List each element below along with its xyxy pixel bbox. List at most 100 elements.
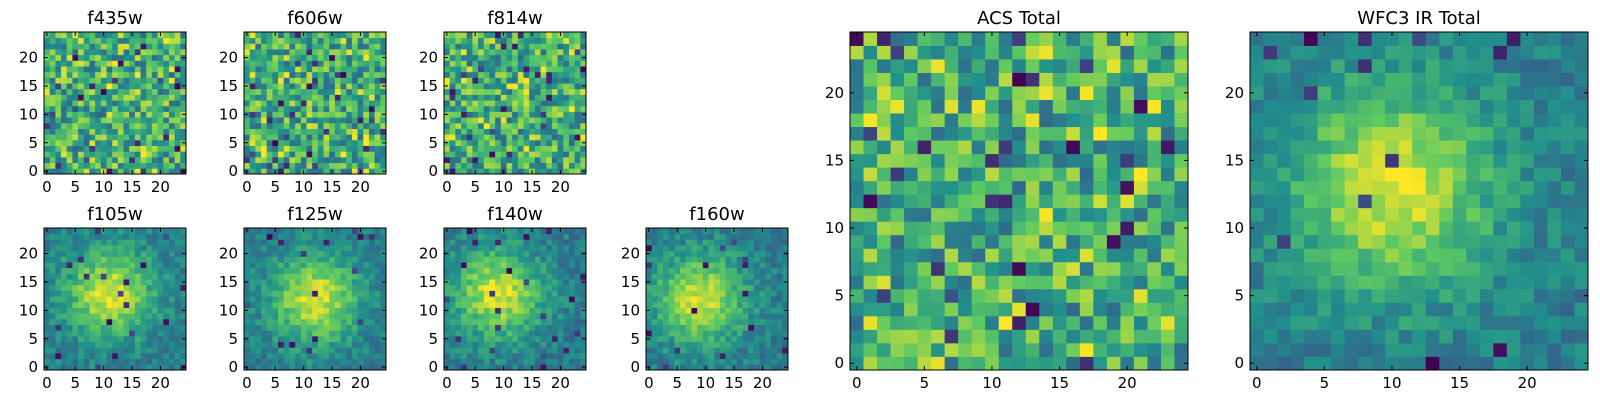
heatmap-cell — [272, 54, 279, 61]
heatmap-cell — [523, 284, 530, 291]
heatmap-cell — [157, 290, 164, 297]
heatmap-cell — [329, 105, 336, 112]
heatmap-cell — [157, 262, 164, 269]
heatmap-cell — [163, 32, 170, 39]
heatmap-cell — [506, 54, 513, 61]
heatmap-cell — [249, 168, 256, 175]
heatmap-cell — [674, 273, 681, 280]
heatmap-cell — [249, 358, 256, 365]
heatmap-cell — [461, 324, 468, 331]
heatmap-cell — [255, 307, 262, 314]
heatmap-cell — [357, 54, 364, 61]
heatmap-cell — [534, 49, 541, 56]
heatmap-cell — [289, 307, 296, 314]
heatmap-cell — [444, 156, 451, 164]
heatmap-cell — [306, 128, 313, 135]
heatmap-cell — [83, 347, 90, 354]
heatmap-cell — [317, 88, 324, 95]
heatmap-cell — [574, 364, 581, 371]
heatmap-cell — [374, 279, 381, 286]
heatmap-cell — [557, 347, 564, 354]
heatmap-cell — [580, 122, 587, 129]
heatmap-cell — [1066, 207, 1081, 222]
heatmap-cell — [78, 151, 85, 158]
heatmap-cell — [323, 245, 330, 252]
heatmap-cell — [483, 262, 490, 269]
heatmap-cell — [112, 94, 119, 101]
heatmap-cell — [368, 296, 376, 303]
heatmap-cell — [546, 60, 553, 67]
heatmap-cell — [123, 32, 130, 39]
heatmap-cell — [295, 37, 302, 44]
heatmap-cell — [748, 352, 755, 360]
heatmap-cell — [380, 330, 387, 337]
heatmap-cell — [95, 330, 102, 337]
heatmap-cell — [134, 267, 141, 274]
heatmap-cell — [529, 100, 536, 107]
heatmap-cell — [317, 364, 324, 371]
heatmap-cell — [1160, 194, 1175, 209]
heatmap-cell — [708, 267, 715, 274]
heatmap-cell — [295, 105, 302, 112]
heatmap-cell — [95, 71, 102, 78]
heatmap-cell — [357, 245, 364, 252]
heatmap-cell — [289, 364, 296, 371]
heatmap-cell — [714, 262, 721, 269]
heatmap-cell — [100, 290, 107, 297]
heatmap-cell — [95, 262, 102, 269]
heatmap-cell — [478, 54, 485, 61]
heatmap-cell — [944, 221, 959, 236]
heatmap-cell — [100, 279, 107, 286]
heatmap-cell — [568, 37, 576, 44]
heatmap-cell — [500, 156, 507, 164]
heatmap-cell — [380, 145, 387, 152]
heatmap-cell — [1133, 261, 1148, 276]
heatmap-cell — [466, 245, 473, 252]
heatmap-cell — [340, 335, 347, 342]
heatmap-cell — [266, 168, 273, 175]
heatmap-cell — [748, 313, 755, 320]
heatmap-cell — [289, 341, 296, 348]
heatmap-cell — [357, 139, 364, 146]
heatmap-cell — [1106, 342, 1121, 357]
heatmap-cell — [134, 156, 141, 164]
heatmap-cell — [483, 364, 490, 371]
y-tick-label: 10 — [219, 105, 238, 123]
heatmap-cell — [517, 267, 524, 274]
heatmap-cell — [123, 88, 130, 95]
heatmap-cell — [278, 66, 285, 73]
heatmap-cell — [249, 151, 256, 158]
heatmap-cell — [89, 111, 96, 118]
heatmap-cell — [61, 134, 68, 141]
heatmap-cell — [500, 111, 507, 118]
heatmap-cell — [244, 66, 251, 73]
heatmap-cell — [483, 117, 490, 124]
heatmap-cell — [374, 128, 381, 135]
heatmap-cell — [500, 352, 507, 360]
heatmap-cell — [708, 239, 715, 246]
heatmap-cell — [971, 234, 986, 249]
heatmap-cell — [568, 151, 576, 158]
heatmap-cell — [483, 307, 490, 314]
heatmap-cell — [668, 358, 675, 365]
heatmap-cell — [140, 318, 147, 325]
heatmap-cell — [151, 37, 158, 44]
heatmap-cell — [100, 156, 107, 164]
heatmap-cell — [249, 105, 256, 112]
heatmap-cell — [529, 301, 536, 308]
heatmap-cell — [368, 318, 376, 325]
heatmap-cell — [557, 245, 564, 252]
heatmap-cell — [244, 245, 251, 252]
heatmap-cell — [770, 347, 778, 354]
heatmap-cell — [1052, 194, 1067, 209]
heatmap-cell — [306, 49, 313, 56]
heatmap-cell — [568, 335, 576, 342]
heatmap-cell — [129, 139, 136, 146]
heatmap-cell — [563, 279, 570, 286]
heatmap-cell — [472, 330, 479, 337]
heatmap-cell — [374, 32, 381, 39]
heatmap-cell — [340, 32, 347, 39]
heatmap-cell — [129, 301, 136, 308]
heatmap-cell — [61, 105, 68, 112]
heatmap-cell — [340, 352, 347, 360]
